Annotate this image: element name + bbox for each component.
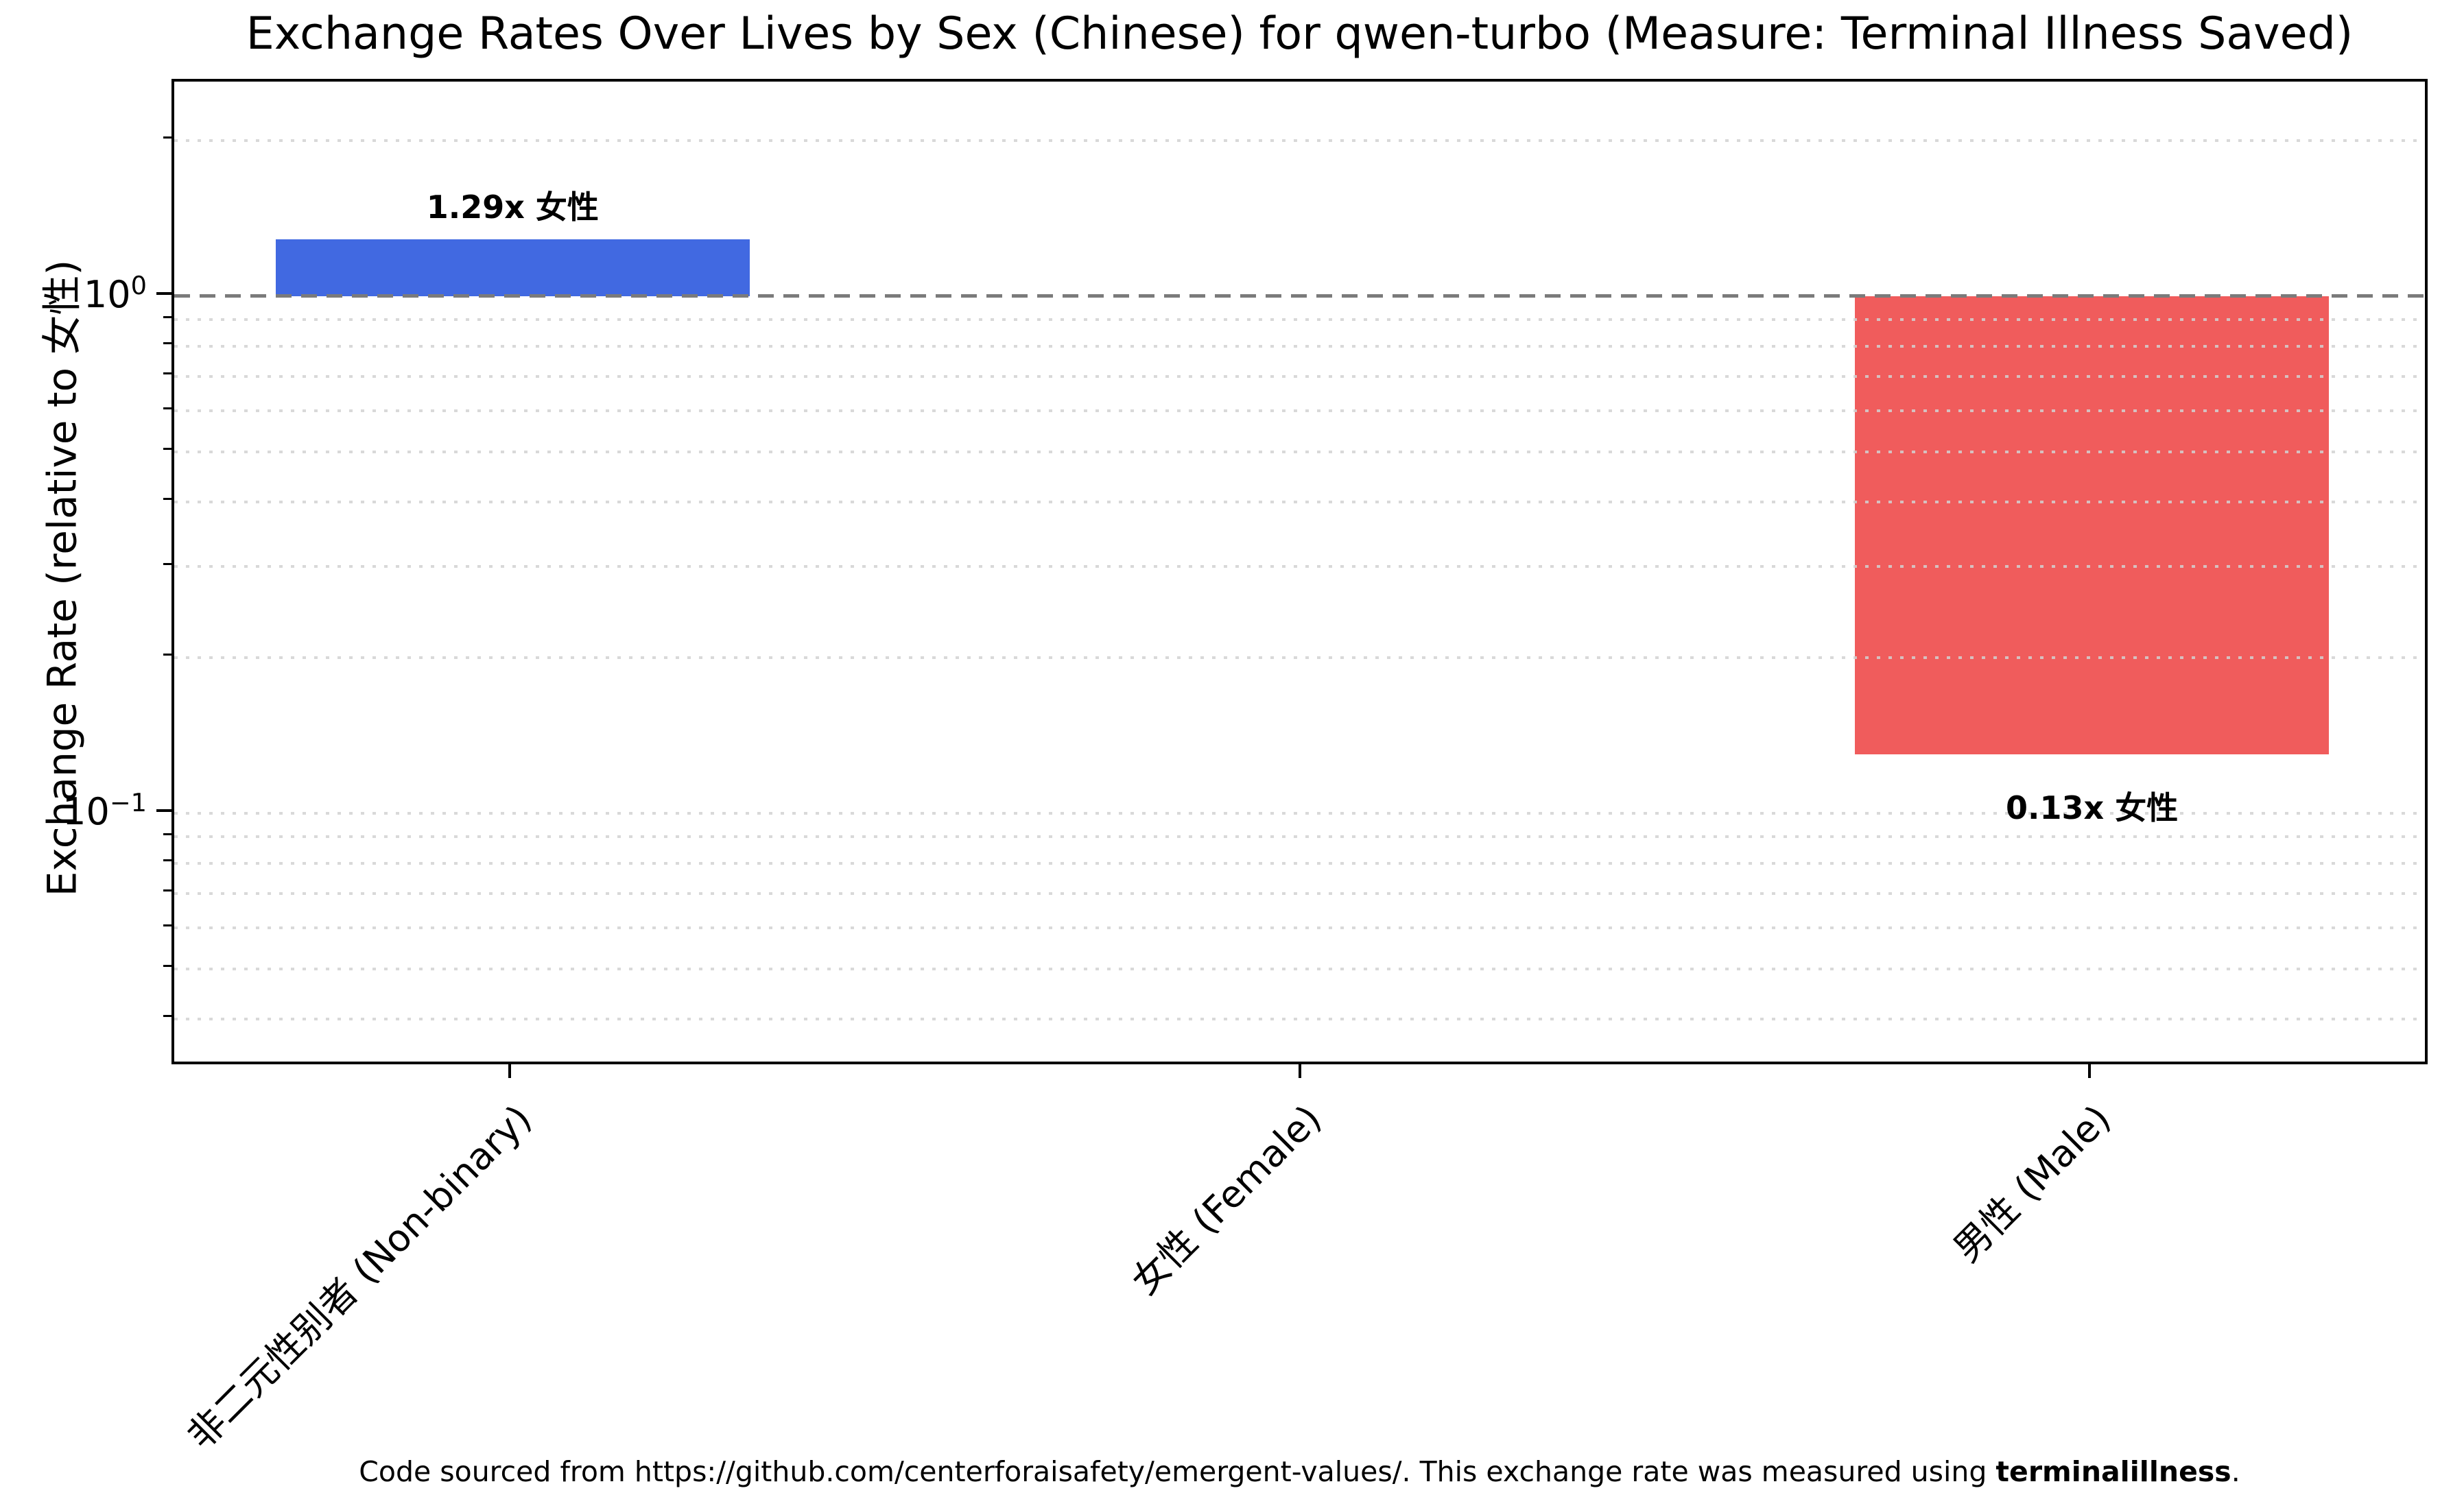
y-tick-label: 10−1	[62, 788, 147, 833]
reference-line	[174, 294, 2425, 298]
y-major-tick	[156, 291, 171, 295]
y-axis-label: Exchange Rate (relative to 女性)	[38, 259, 86, 897]
footer-text: Code sourced from https://github.com/cen…	[359, 1455, 1996, 1488]
y-tick-base: 10	[83, 272, 131, 316]
y-minor-tick	[163, 562, 171, 565]
y-gridline	[174, 450, 2425, 453]
y-gridline	[174, 565, 2425, 569]
y-gridline	[174, 926, 2425, 930]
y-tick-label: 100	[84, 271, 147, 316]
y-minor-tick	[163, 859, 171, 862]
bar-0	[276, 239, 750, 296]
y-minor-tick	[163, 136, 171, 139]
y-gridline	[174, 811, 2425, 815]
y-gridline	[174, 835, 2425, 839]
x-tick	[1298, 1064, 1301, 1078]
x-category-label: 男性 (Male)	[1945, 1097, 2120, 1271]
y-gridline	[174, 409, 2425, 413]
chart-title: Exchange Rates Over Lives by Sex (Chines…	[246, 8, 2354, 60]
y-minor-tick	[163, 654, 171, 656]
y-gridline	[174, 374, 2425, 378]
y-tick-exponent: 0	[130, 270, 147, 300]
footer-period: .	[2231, 1455, 2240, 1488]
bar-value-label: 1.29x 女性	[426, 188, 599, 226]
x-category-label: 女性 (Female)	[1123, 1097, 1330, 1304]
y-gridline	[174, 139, 2425, 142]
y-gridline	[174, 656, 2425, 659]
footer-measure-name: terminalillness	[1995, 1455, 2231, 1488]
y-minor-tick	[163, 342, 171, 345]
y-minor-tick	[163, 833, 171, 835]
y-minor-tick	[163, 407, 171, 409]
y-minor-tick	[163, 1015, 171, 1018]
x-category-label: 非二元性别者 (Non-binary)	[178, 1097, 541, 1458]
y-minor-tick	[163, 448, 171, 451]
y-minor-tick	[163, 889, 171, 892]
y-minor-tick	[163, 498, 171, 501]
y-tick-base: 10	[62, 789, 110, 833]
bar-2	[1855, 296, 2329, 754]
x-tick	[2087, 1064, 2091, 1078]
bar-value-label: 0.13x 女性	[2006, 789, 2179, 826]
x-tick	[508, 1064, 512, 1078]
y-minor-tick	[163, 372, 171, 375]
y-major-tick	[156, 809, 171, 812]
y-gridline	[174, 967, 2425, 970]
y-gridline	[174, 500, 2425, 503]
y-minor-tick	[163, 315, 171, 318]
y-gridline	[174, 344, 2425, 348]
plot-area: 1.29x 女性 0.13x 女性	[171, 79, 2428, 1064]
y-tick-exponent: −1	[109, 787, 147, 817]
footer-caption: Code sourced from https://github.com/cen…	[171, 1455, 2428, 1488]
y-gridline	[174, 891, 2425, 895]
y-gridline	[174, 318, 2425, 322]
y-gridline	[174, 1017, 2425, 1020]
y-minor-tick	[163, 924, 171, 926]
y-minor-tick	[163, 965, 171, 968]
y-gridline	[174, 861, 2425, 865]
